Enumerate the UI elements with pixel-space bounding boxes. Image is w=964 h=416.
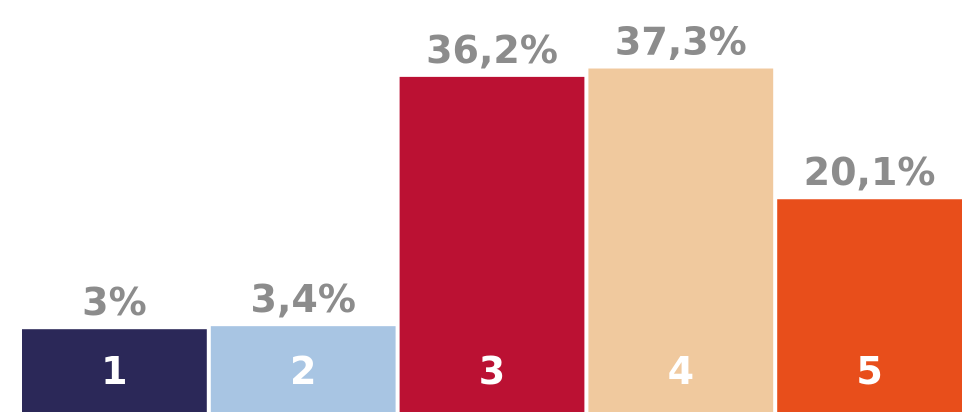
bar bbox=[22, 329, 207, 412]
bar-category-label: 5 bbox=[856, 349, 882, 393]
bar bbox=[588, 68, 774, 413]
bar-category-label: 3 bbox=[479, 349, 505, 393]
bar bbox=[777, 199, 962, 412]
value-label: 36,2% bbox=[426, 28, 558, 72]
value-label: 37,3% bbox=[615, 20, 747, 64]
bar bbox=[399, 76, 585, 412]
value-label: 20,1% bbox=[804, 150, 936, 194]
bar bbox=[210, 326, 396, 412]
bar-category-label: 4 bbox=[668, 349, 694, 393]
bar-category-label: 2 bbox=[290, 349, 316, 393]
value-label: 3% bbox=[82, 280, 147, 324]
value-label: 3,4% bbox=[251, 277, 356, 321]
bar-category-label: 1 bbox=[101, 349, 127, 393]
